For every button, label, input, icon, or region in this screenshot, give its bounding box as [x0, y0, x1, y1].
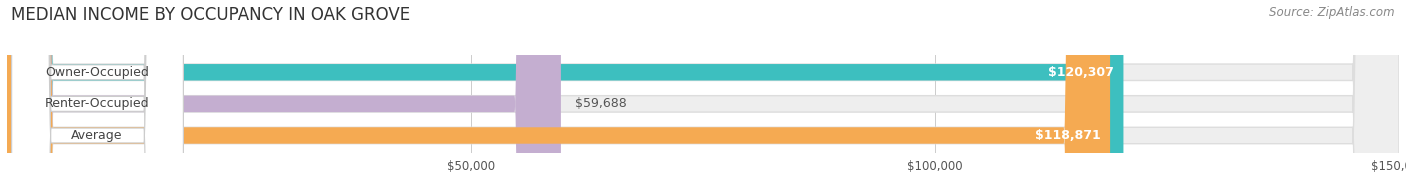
- Text: Renter-Occupied: Renter-Occupied: [45, 97, 149, 110]
- Text: $120,307: $120,307: [1049, 66, 1114, 79]
- FancyBboxPatch shape: [7, 0, 1399, 196]
- Text: MEDIAN INCOME BY OCCUPANCY IN OAK GROVE: MEDIAN INCOME BY OCCUPANCY IN OAK GROVE: [11, 6, 411, 24]
- FancyBboxPatch shape: [7, 0, 1399, 196]
- Text: $118,871: $118,871: [1035, 129, 1101, 142]
- FancyBboxPatch shape: [7, 0, 561, 196]
- FancyBboxPatch shape: [7, 0, 1111, 196]
- FancyBboxPatch shape: [11, 0, 183, 196]
- FancyBboxPatch shape: [11, 0, 183, 196]
- FancyBboxPatch shape: [7, 0, 1123, 196]
- FancyBboxPatch shape: [11, 0, 183, 196]
- Text: Average: Average: [72, 129, 122, 142]
- Text: Owner-Occupied: Owner-Occupied: [45, 66, 149, 79]
- Text: $59,688: $59,688: [575, 97, 627, 110]
- Text: Source: ZipAtlas.com: Source: ZipAtlas.com: [1270, 6, 1395, 19]
- FancyBboxPatch shape: [7, 0, 1399, 196]
